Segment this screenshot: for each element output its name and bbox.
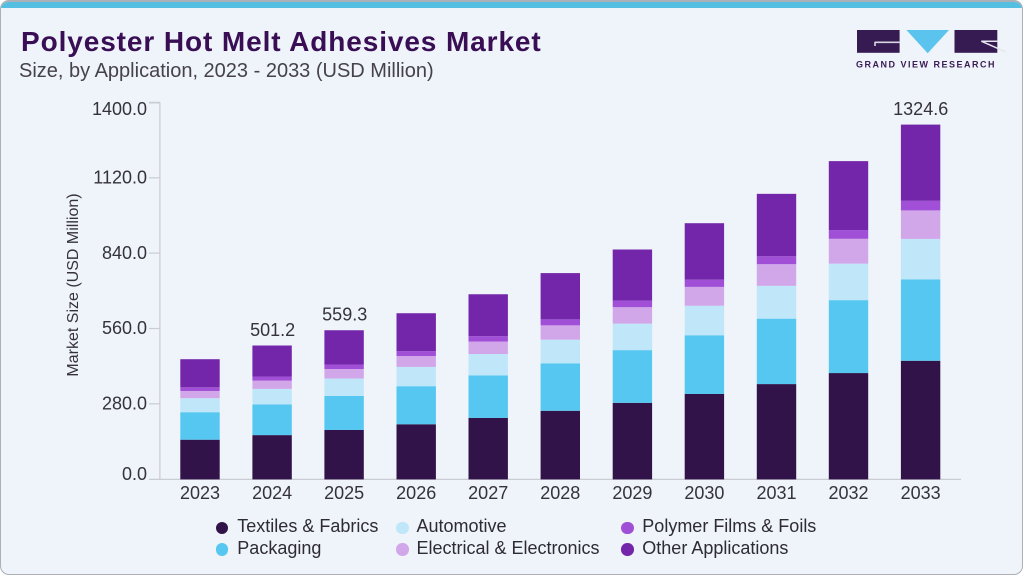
svg-text:559.3: 559.3 [322, 305, 367, 325]
svg-text:2033: 2033 [901, 483, 941, 503]
svg-text:2023: 2023 [180, 483, 220, 503]
svg-text:501.2: 501.2 [250, 320, 295, 340]
svg-text:2028: 2028 [540, 483, 580, 503]
svg-text:Market Size (USD Million): Market Size (USD Million) [65, 193, 82, 376]
svg-text:2029: 2029 [612, 483, 652, 503]
svg-text:2026: 2026 [396, 483, 436, 503]
svg-text:2032: 2032 [828, 483, 868, 503]
svg-text:1324.6: 1324.6 [893, 99, 948, 119]
svg-text:2030: 2030 [684, 483, 724, 503]
svg-text:280.0: 280.0 [102, 394, 147, 414]
svg-text:2027: 2027 [468, 483, 508, 503]
svg-text:2031: 2031 [756, 483, 796, 503]
svg-text:1400.0: 1400.0 [92, 99, 147, 119]
svg-text:2024: 2024 [252, 483, 292, 503]
svg-text:1120.0: 1120.0 [93, 167, 147, 187]
svg-text:GRAND VIEW RESEARCH: GRAND VIEW RESEARCH [856, 60, 996, 70]
svg-text:840.0: 840.0 [102, 243, 147, 263]
svg-text:2025: 2025 [324, 483, 364, 503]
svg-text:560.0: 560.0 [102, 318, 147, 338]
svg-text:0.0: 0.0 [122, 464, 147, 484]
